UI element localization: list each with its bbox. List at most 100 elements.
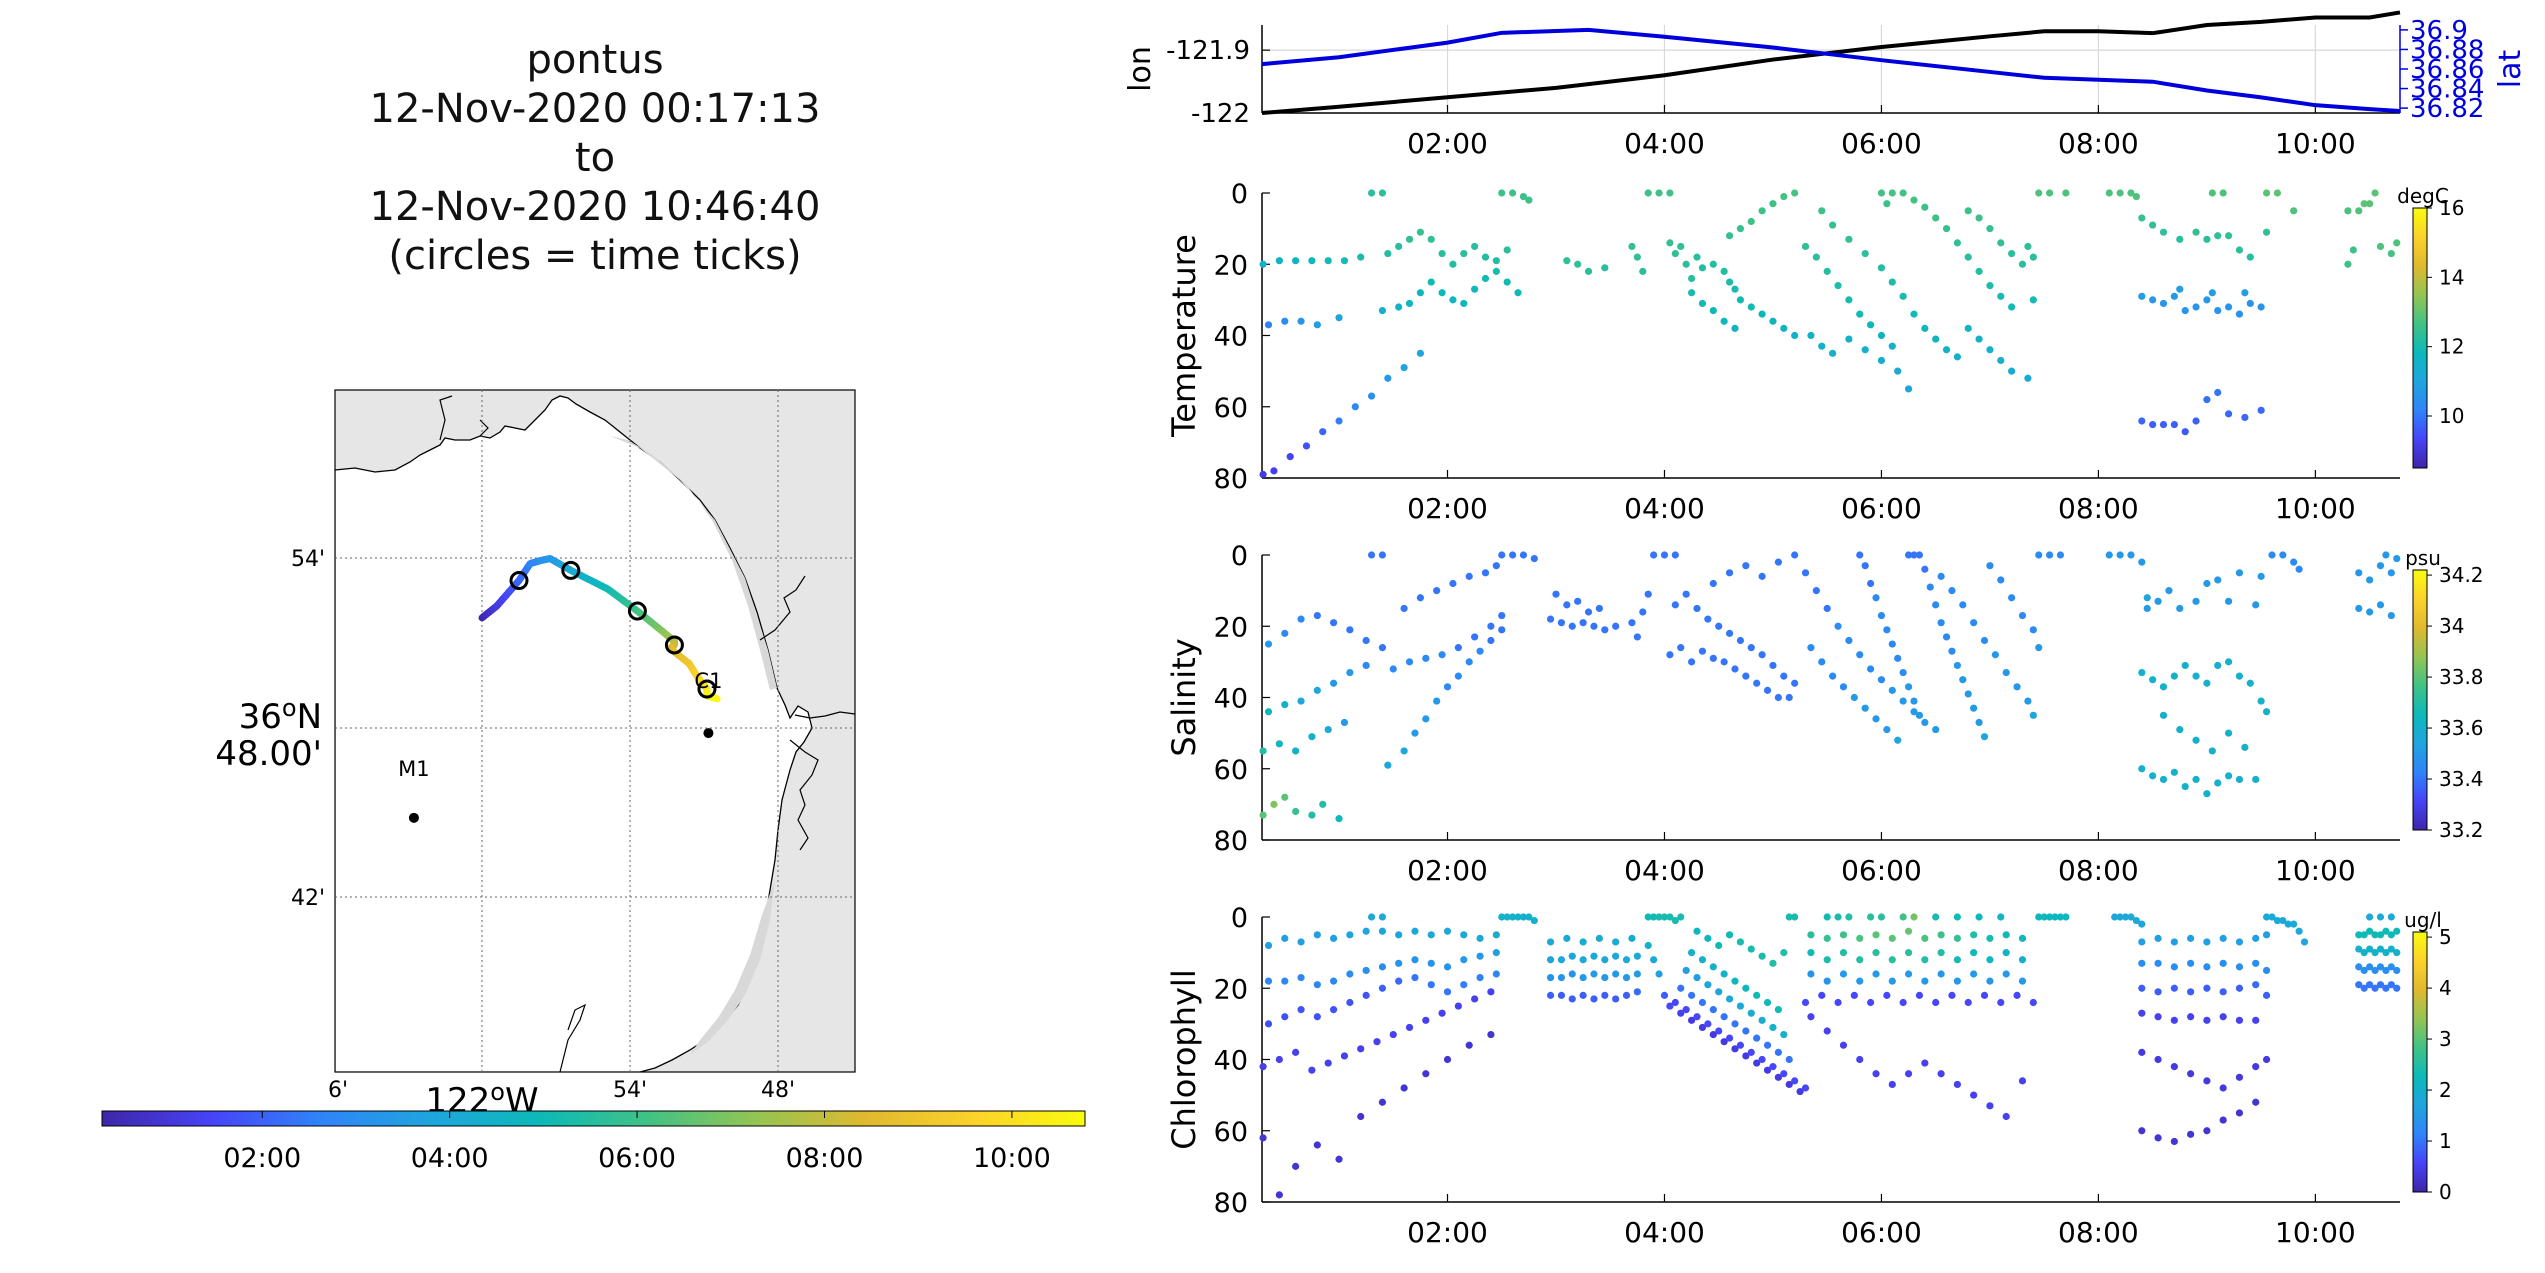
temperature-point bbox=[1975, 214, 1983, 222]
chlorophyll-point bbox=[1671, 916, 1679, 925]
lon-axis-label: lon bbox=[1123, 46, 1158, 92]
chlorophyll-point bbox=[1622, 956, 1631, 964]
salinity-y-tick-label: 0 bbox=[1231, 541, 1248, 572]
x-tick-label: 10:00 bbox=[2275, 492, 2356, 525]
chlorophyll-point bbox=[1704, 1020, 1712, 1028]
chlorophyll-point bbox=[1888, 977, 1896, 985]
salinity-point bbox=[2214, 779, 2222, 787]
x-tick-label: 04:00 bbox=[1624, 492, 1705, 525]
chlorophyll-point bbox=[1378, 1098, 1387, 1106]
temperature-point bbox=[1910, 310, 1918, 318]
chlorophyll-point bbox=[1731, 1045, 1739, 1053]
chlorophyll-point bbox=[1970, 970, 1978, 978]
salinity-point bbox=[2224, 658, 2233, 666]
temperature-point bbox=[2355, 207, 2363, 215]
salinity-point bbox=[2127, 551, 2135, 559]
chlorophyll-point bbox=[2376, 913, 2385, 921]
temperature-point bbox=[2176, 285, 2184, 293]
chlorophyll-point bbox=[2154, 1134, 2162, 1142]
temperature-point bbox=[1801, 242, 1810, 251]
chlorophyll-point bbox=[2393, 966, 2401, 975]
salinity-point bbox=[2246, 679, 2254, 687]
chlorophyll-point bbox=[1904, 927, 1913, 935]
chlorophyll-point bbox=[2219, 1116, 2227, 1124]
chlorophyll-point bbox=[1357, 1045, 1365, 1053]
chlorophyll-point bbox=[1693, 973, 1701, 982]
chlorophyll-point bbox=[1720, 1038, 1728, 1046]
chlorophyll-point bbox=[1769, 959, 1777, 967]
chlorophyll-point bbox=[1476, 952, 1484, 960]
chlorophyll-point bbox=[2366, 945, 2374, 953]
chlorophyll-point bbox=[1297, 1006, 1305, 1014]
temperature-y-tick-label: 40 bbox=[1214, 322, 1248, 353]
chlorophyll-point bbox=[2170, 1016, 2178, 1024]
salinity-point bbox=[1839, 683, 1848, 691]
temperature-point bbox=[1932, 214, 1940, 222]
temperature-point bbox=[1395, 303, 1403, 311]
x-tick-label: 06:00 bbox=[1841, 1216, 1922, 1249]
chlorophyll-point bbox=[1747, 1009, 1755, 1017]
track-layer: M1 C1 bbox=[398, 555, 722, 823]
temperature-point bbox=[2159, 228, 2168, 236]
chlorophyll-point bbox=[1801, 1084, 1810, 1092]
salinity-point bbox=[1644, 590, 1652, 598]
temperature-point bbox=[1427, 235, 1435, 243]
chlorophyll-point bbox=[1557, 973, 1566, 982]
temperature-point bbox=[1964, 324, 1972, 332]
chlorophyll-point bbox=[2203, 1016, 2211, 1024]
chlorophyll-point bbox=[2262, 931, 2271, 939]
temperature-point bbox=[1633, 253, 1641, 261]
temperature-point bbox=[1856, 310, 1864, 318]
chlorophyll-point bbox=[1986, 934, 1994, 942]
chlorophyll-point bbox=[2187, 959, 2195, 967]
chlorophyll-point bbox=[1753, 991, 1761, 999]
chlorophyll-point bbox=[1601, 956, 1609, 964]
chlorophyll-point bbox=[1476, 934, 1484, 942]
salinity-point bbox=[1308, 811, 1316, 819]
temperature-point bbox=[1503, 246, 1511, 254]
chlorophyll-point bbox=[2235, 1073, 2244, 1081]
temperature-point bbox=[1264, 321, 1273, 329]
temperature-point bbox=[1416, 349, 1424, 357]
chlorophyll-point bbox=[2045, 913, 2054, 921]
temperature-y-tick-label: 60 bbox=[1214, 393, 1248, 424]
salinity-point bbox=[1818, 658, 1826, 666]
chlorophyll-point bbox=[2170, 938, 2178, 946]
salinity-colorbar-tick-label: 34.2 bbox=[2439, 563, 2484, 587]
temperature-point bbox=[2170, 292, 2178, 300]
salinity-point bbox=[1725, 629, 1734, 637]
salinity-point bbox=[1915, 551, 1924, 559]
chlorophyll-point bbox=[2138, 959, 2146, 967]
salinity-point bbox=[1416, 594, 1424, 602]
time-colorbar-tick-label: 04:00 bbox=[411, 1143, 489, 1174]
temperature-colorbar bbox=[2412, 207, 2428, 469]
chlorophyll-point bbox=[2387, 963, 2395, 971]
chlorophyll-y-tick-label: 0 bbox=[1231, 903, 1248, 934]
salinity-point bbox=[2224, 597, 2233, 605]
chlorophyll-point bbox=[1763, 998, 1772, 1007]
temperature-point bbox=[1698, 299, 1707, 308]
temperature-point bbox=[1297, 317, 1305, 325]
chlorophyll-point bbox=[1921, 956, 1929, 964]
chlorophyll-point bbox=[1546, 991, 1555, 999]
track-time-tick-circle bbox=[664, 635, 684, 655]
salinity-point bbox=[2387, 611, 2395, 620]
salinity-point bbox=[1313, 686, 1321, 694]
chlorophyll-point bbox=[1975, 913, 1983, 921]
temperature-point bbox=[2024, 374, 2032, 382]
salinity-point bbox=[1872, 594, 1880, 602]
salinity-colorbar-unit: psu bbox=[2405, 546, 2441, 570]
salinity-point bbox=[2235, 569, 2244, 577]
temperature-point bbox=[2159, 420, 2168, 429]
chlorophyll-point bbox=[2366, 963, 2374, 971]
salinity-point bbox=[1568, 622, 1576, 630]
title-start: 12-Nov-2020 00:17:13 bbox=[369, 86, 821, 132]
chlorophyll-point bbox=[2366, 927, 2374, 935]
chlorophyll-point bbox=[2360, 931, 2368, 939]
chlorophyll-point bbox=[2203, 1127, 2211, 1135]
salinity-point bbox=[1829, 672, 1837, 680]
chlorophyll-panel: 02:00 04:00 06:00 08:00 10:00020406080Chloro… bbox=[1165, 903, 2452, 1249]
salinity-point bbox=[2024, 697, 2032, 705]
chlorophyll-point bbox=[1492, 949, 1500, 957]
chlorophyll-point bbox=[2235, 1109, 2244, 1117]
